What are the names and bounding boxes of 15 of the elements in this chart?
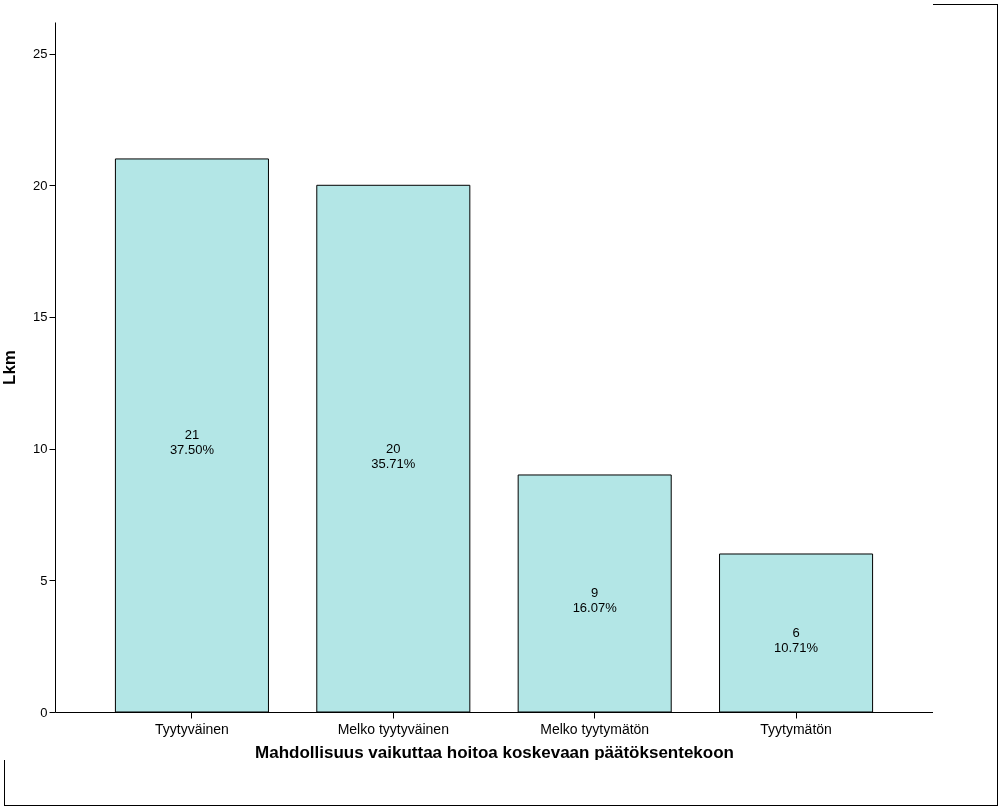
y-tick-label: 20 bbox=[33, 177, 48, 193]
y-axis-title: Lkm bbox=[0, 350, 20, 385]
data-label: 20 35.71% bbox=[371, 440, 416, 471]
data-label: 21 37.50% bbox=[169, 427, 215, 458]
x-tick-label: Tyytymätön bbox=[760, 720, 832, 737]
x-tick-label: Melko tyytymätön bbox=[540, 720, 650, 737]
y-tick-label: 10 bbox=[33, 441, 48, 457]
x-tick-label: Tyytyväinen bbox=[154, 720, 229, 737]
data-label: 9 16.07% bbox=[572, 585, 618, 616]
y-tick-label: 25 bbox=[33, 46, 48, 62]
y-tick-label: 15 bbox=[33, 309, 48, 325]
y-tick-label: 5 bbox=[40, 572, 48, 588]
x-tick-label: Melko tyytyväinen bbox=[337, 720, 449, 737]
y-tick-label: 0 bbox=[40, 704, 48, 720]
data-label: 6 10.71% bbox=[774, 624, 819, 655]
